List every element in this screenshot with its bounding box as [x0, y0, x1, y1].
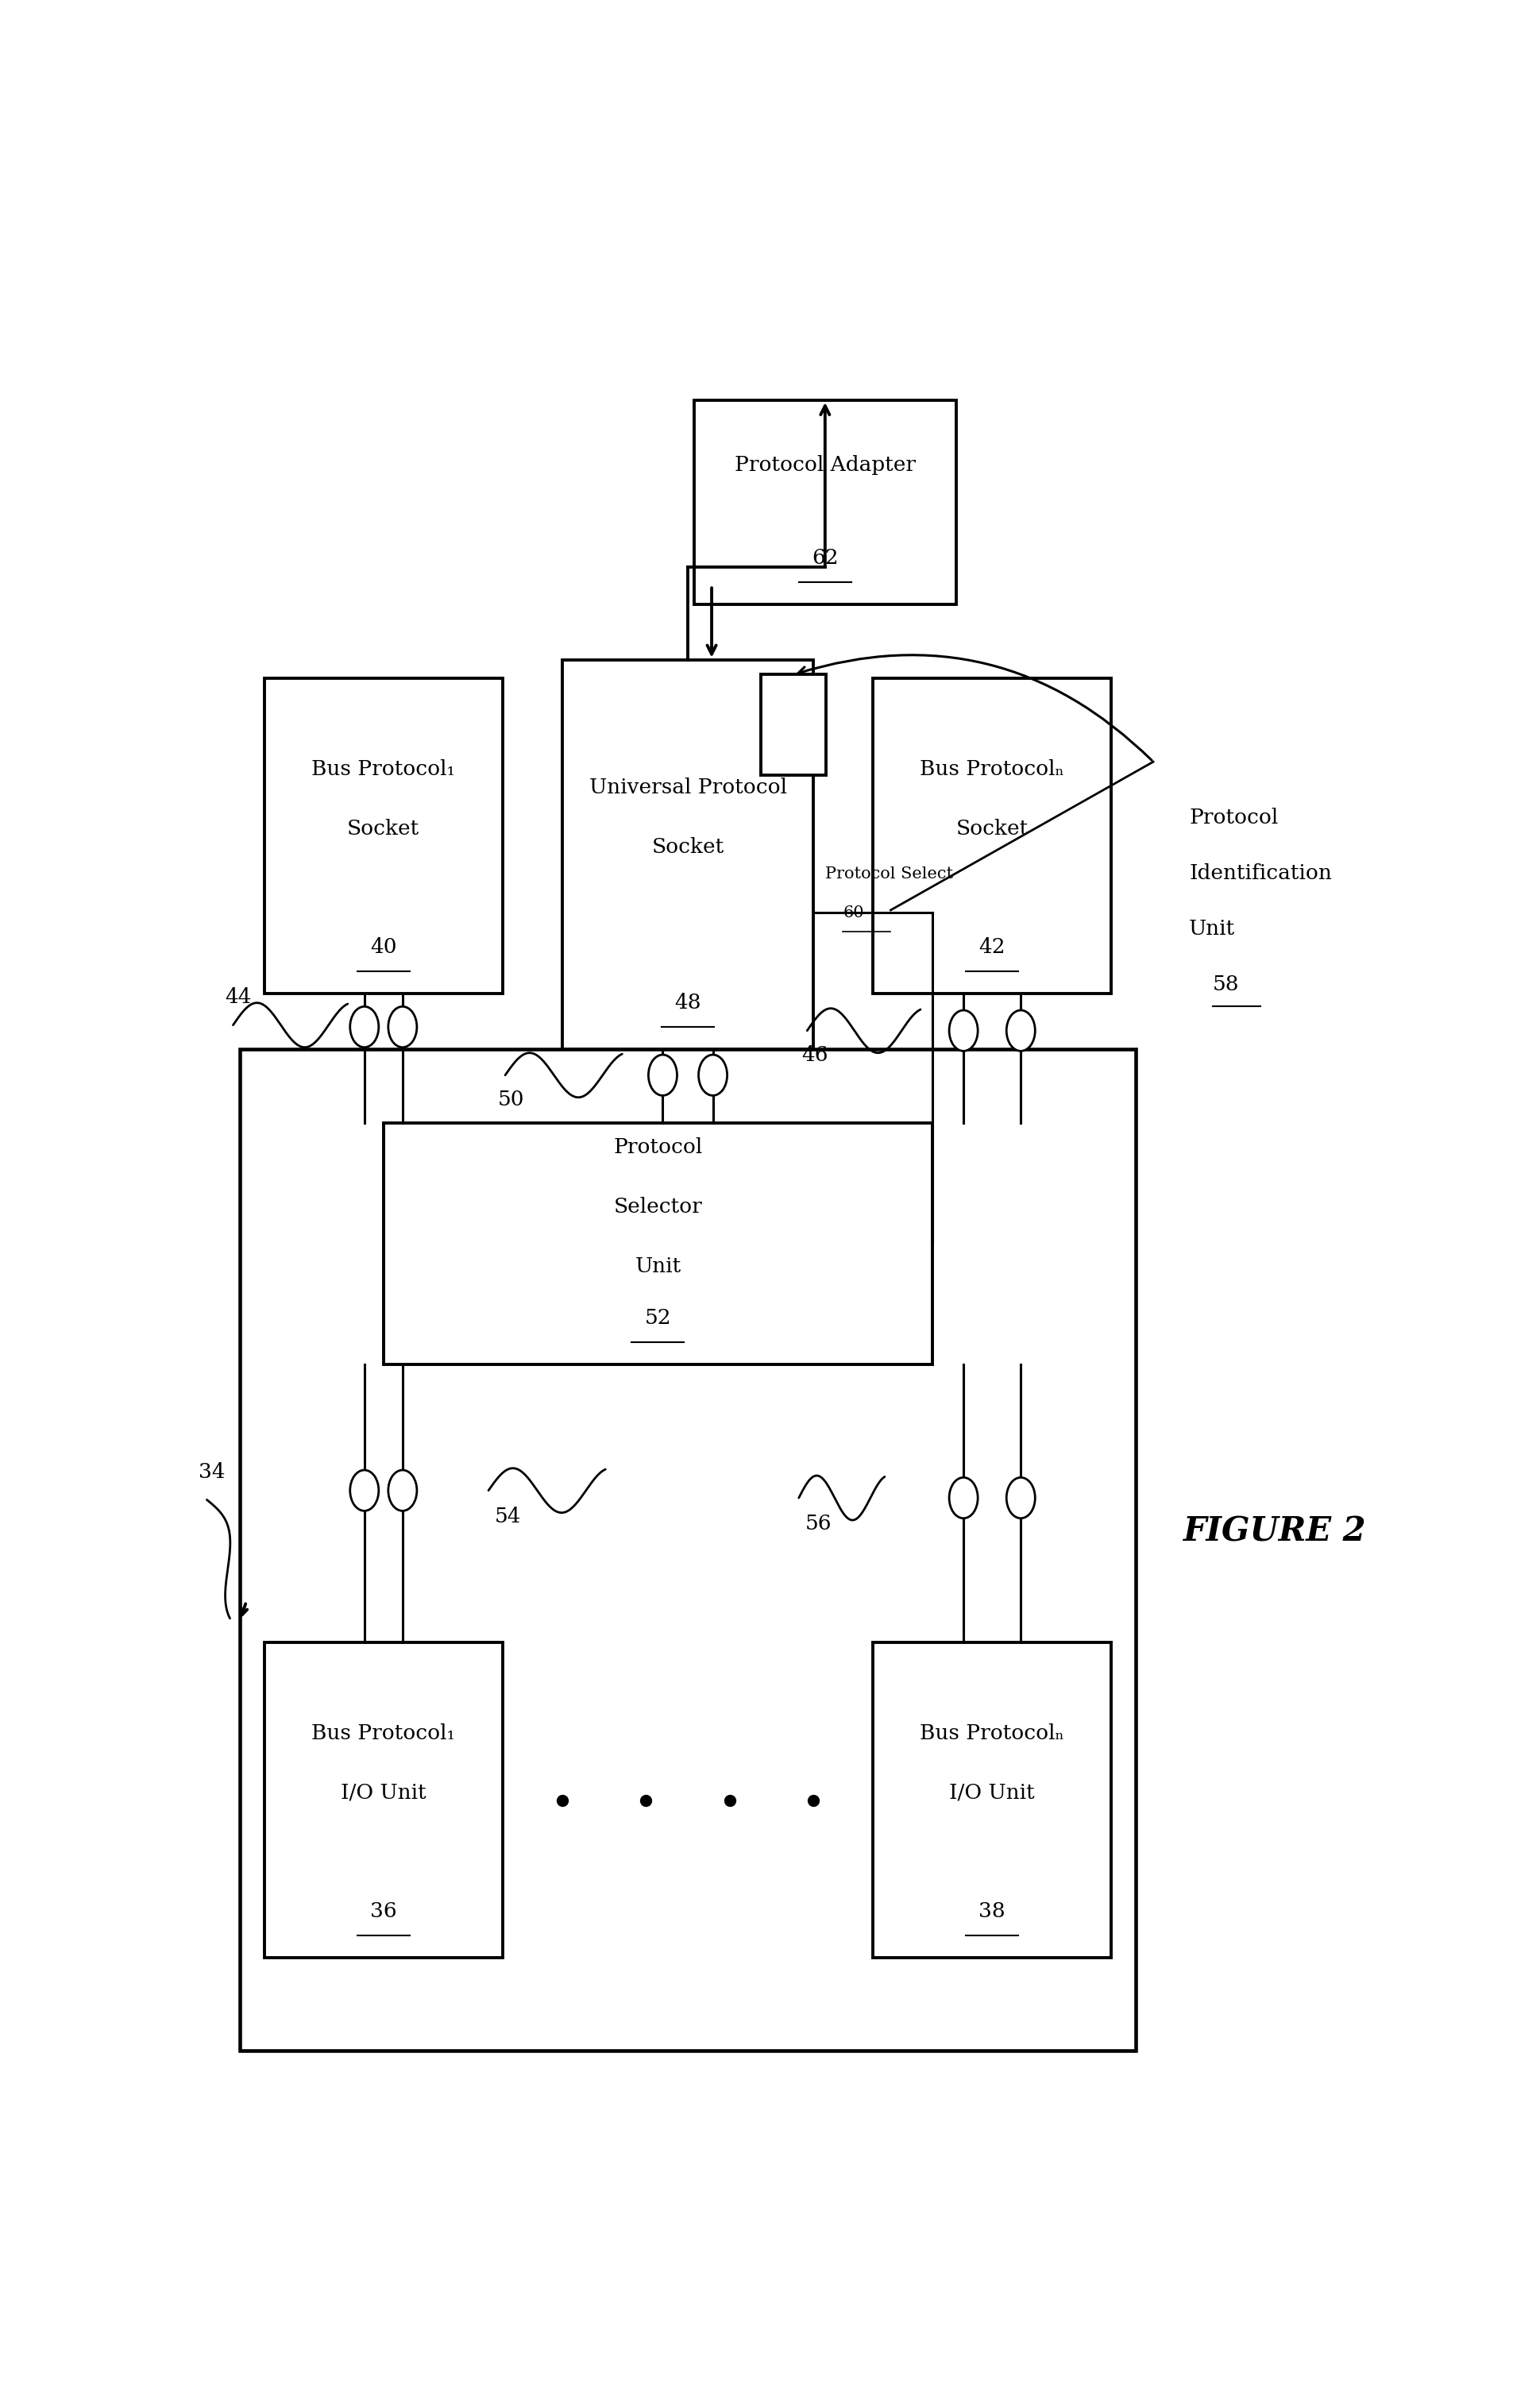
Ellipse shape: [699, 1055, 727, 1096]
Text: Protocol Adapter: Protocol Adapter: [735, 455, 916, 474]
Text: I/O Unit: I/O Unit: [340, 1782, 427, 1804]
Text: Socket: Socket: [956, 819, 1029, 838]
Text: Bus Protocolₙ: Bus Protocolₙ: [919, 1724, 1064, 1743]
Text: Socket: Socket: [651, 838, 724, 857]
Text: 38: 38: [979, 1902, 1006, 1922]
Ellipse shape: [949, 1011, 978, 1050]
Bar: [265, 679, 502, 995]
Text: Protocol: Protocol: [1189, 807, 1278, 828]
Text: Unit: Unit: [634, 1257, 681, 1276]
Ellipse shape: [648, 1055, 678, 1096]
Text: Protocol: Protocol: [613, 1137, 702, 1158]
Ellipse shape: [388, 1007, 417, 1047]
Text: Universal Protocol: Universal Protocol: [588, 778, 787, 797]
Text: 52: 52: [645, 1308, 671, 1327]
Bar: [761, 674, 827, 775]
Text: 44: 44: [225, 987, 251, 1007]
Text: Protocol Select: Protocol Select: [825, 867, 953, 881]
Text: 58: 58: [1214, 975, 1240, 995]
Ellipse shape: [388, 1469, 417, 1510]
Text: FIGURE 2: FIGURE 2: [1183, 1515, 1366, 1548]
Text: 54: 54: [494, 1507, 521, 1527]
Bar: [693, 400, 956, 604]
Text: 42: 42: [979, 937, 1006, 956]
Text: 48: 48: [675, 992, 701, 1014]
Bar: [265, 1642, 502, 1958]
Bar: [240, 1050, 1135, 2052]
Bar: [383, 1122, 933, 1365]
Bar: [562, 660, 813, 1050]
Text: Bus Protocolₙ: Bus Protocolₙ: [919, 759, 1064, 780]
Text: Socket: Socket: [348, 819, 419, 838]
Text: 36: 36: [370, 1902, 397, 1922]
Text: Identification: Identification: [1189, 862, 1332, 884]
Text: 56: 56: [805, 1515, 832, 1534]
Ellipse shape: [1007, 1479, 1035, 1519]
Ellipse shape: [1007, 1011, 1035, 1050]
Ellipse shape: [949, 1479, 978, 1519]
Text: Bus Protocol₁: Bus Protocol₁: [311, 759, 456, 780]
Text: 46: 46: [801, 1045, 829, 1064]
Text: 40: 40: [370, 937, 397, 956]
Text: 60: 60: [842, 905, 864, 920]
Text: I/O Unit: I/O Unit: [949, 1782, 1035, 1804]
Text: Selector: Selector: [613, 1197, 702, 1216]
Ellipse shape: [350, 1007, 379, 1047]
Text: 34: 34: [199, 1462, 225, 1481]
Text: Unit: Unit: [1189, 920, 1235, 939]
Ellipse shape: [350, 1469, 379, 1510]
Bar: [873, 1642, 1112, 1958]
Bar: [873, 679, 1112, 995]
Text: 62: 62: [812, 549, 838, 568]
Text: Bus Protocol₁: Bus Protocol₁: [311, 1724, 456, 1743]
Text: 50: 50: [497, 1088, 525, 1110]
